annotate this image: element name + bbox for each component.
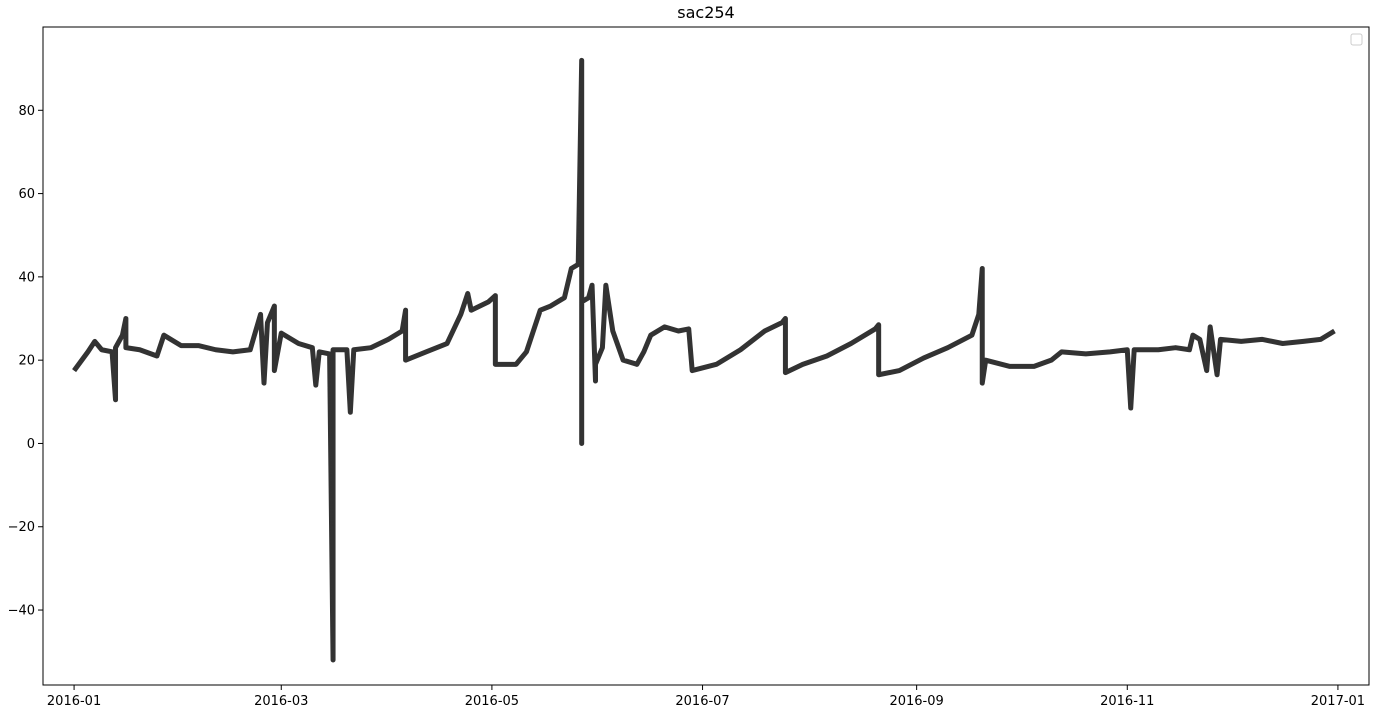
y-tick-label: 0: [27, 437, 35, 452]
x-tick-label: 2016-03: [254, 694, 308, 709]
x-tick-label: 2016-09: [889, 694, 943, 709]
x-tick-label: 2016-01: [47, 694, 101, 709]
x-tick-label: 2016-07: [675, 694, 729, 709]
series-layer: [72, 57, 1336, 663]
y-tick-label: −20: [8, 520, 35, 535]
y-tick-label: −40: [8, 604, 35, 619]
x-axis: 2016-01 2016-03 2016-05 2016-07 2016-09 2016-…: [47, 685, 1365, 709]
legend-box: [1350, 33, 1363, 46]
x-tick-label: 2017-01: [1311, 694, 1365, 709]
x-tick-label: 2016-11: [1100, 694, 1154, 709]
y-tick-label: 40: [18, 270, 35, 285]
x-tick-label: 2016-05: [465, 694, 519, 709]
plot-frame: [42, 26, 1370, 686]
y-tick-label: 60: [18, 187, 35, 202]
y-tick-label: 20: [18, 354, 35, 369]
series-line: [73, 60, 1335, 661]
y-axis: −40 −20 0 20 40 60 80: [8, 104, 43, 619]
chart-title: sac254: [677, 3, 734, 22]
y-tick-label: 80: [18, 104, 35, 119]
